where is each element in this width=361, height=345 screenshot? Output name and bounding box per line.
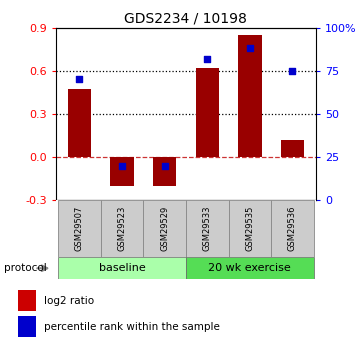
Text: percentile rank within the sample: percentile rank within the sample: [44, 322, 220, 332]
Text: log2 ratio: log2 ratio: [44, 296, 95, 306]
Bar: [68, 89, 91, 157]
Text: GSM29533: GSM29533: [203, 206, 212, 251]
Bar: [18, 290, 36, 311]
Point: [162, 163, 168, 168]
Bar: [58, 257, 186, 279]
Bar: [281, 140, 304, 157]
Text: protocol: protocol: [4, 263, 46, 273]
Bar: [143, 200, 186, 257]
Bar: [101, 200, 143, 257]
Title: GDS2234 / 10198: GDS2234 / 10198: [125, 11, 247, 25]
Bar: [186, 200, 229, 257]
Bar: [186, 257, 314, 279]
Bar: [110, 157, 134, 186]
Text: GSM29536: GSM29536: [288, 206, 297, 251]
Point: [247, 46, 253, 51]
Text: 20 wk exercise: 20 wk exercise: [208, 263, 291, 273]
Bar: [18, 316, 36, 337]
Bar: [271, 200, 314, 257]
Text: GSM29523: GSM29523: [117, 206, 126, 251]
Text: baseline: baseline: [99, 263, 145, 273]
Point: [204, 56, 210, 61]
Point: [119, 163, 125, 168]
Bar: [238, 35, 262, 157]
Text: GSM29529: GSM29529: [160, 206, 169, 251]
Text: GSM29507: GSM29507: [75, 206, 84, 251]
Bar: [153, 157, 176, 186]
Bar: [58, 200, 101, 257]
Bar: [196, 68, 219, 157]
Text: GSM29535: GSM29535: [245, 206, 255, 251]
Point: [77, 77, 82, 82]
Point: [290, 68, 295, 73]
Bar: [229, 200, 271, 257]
